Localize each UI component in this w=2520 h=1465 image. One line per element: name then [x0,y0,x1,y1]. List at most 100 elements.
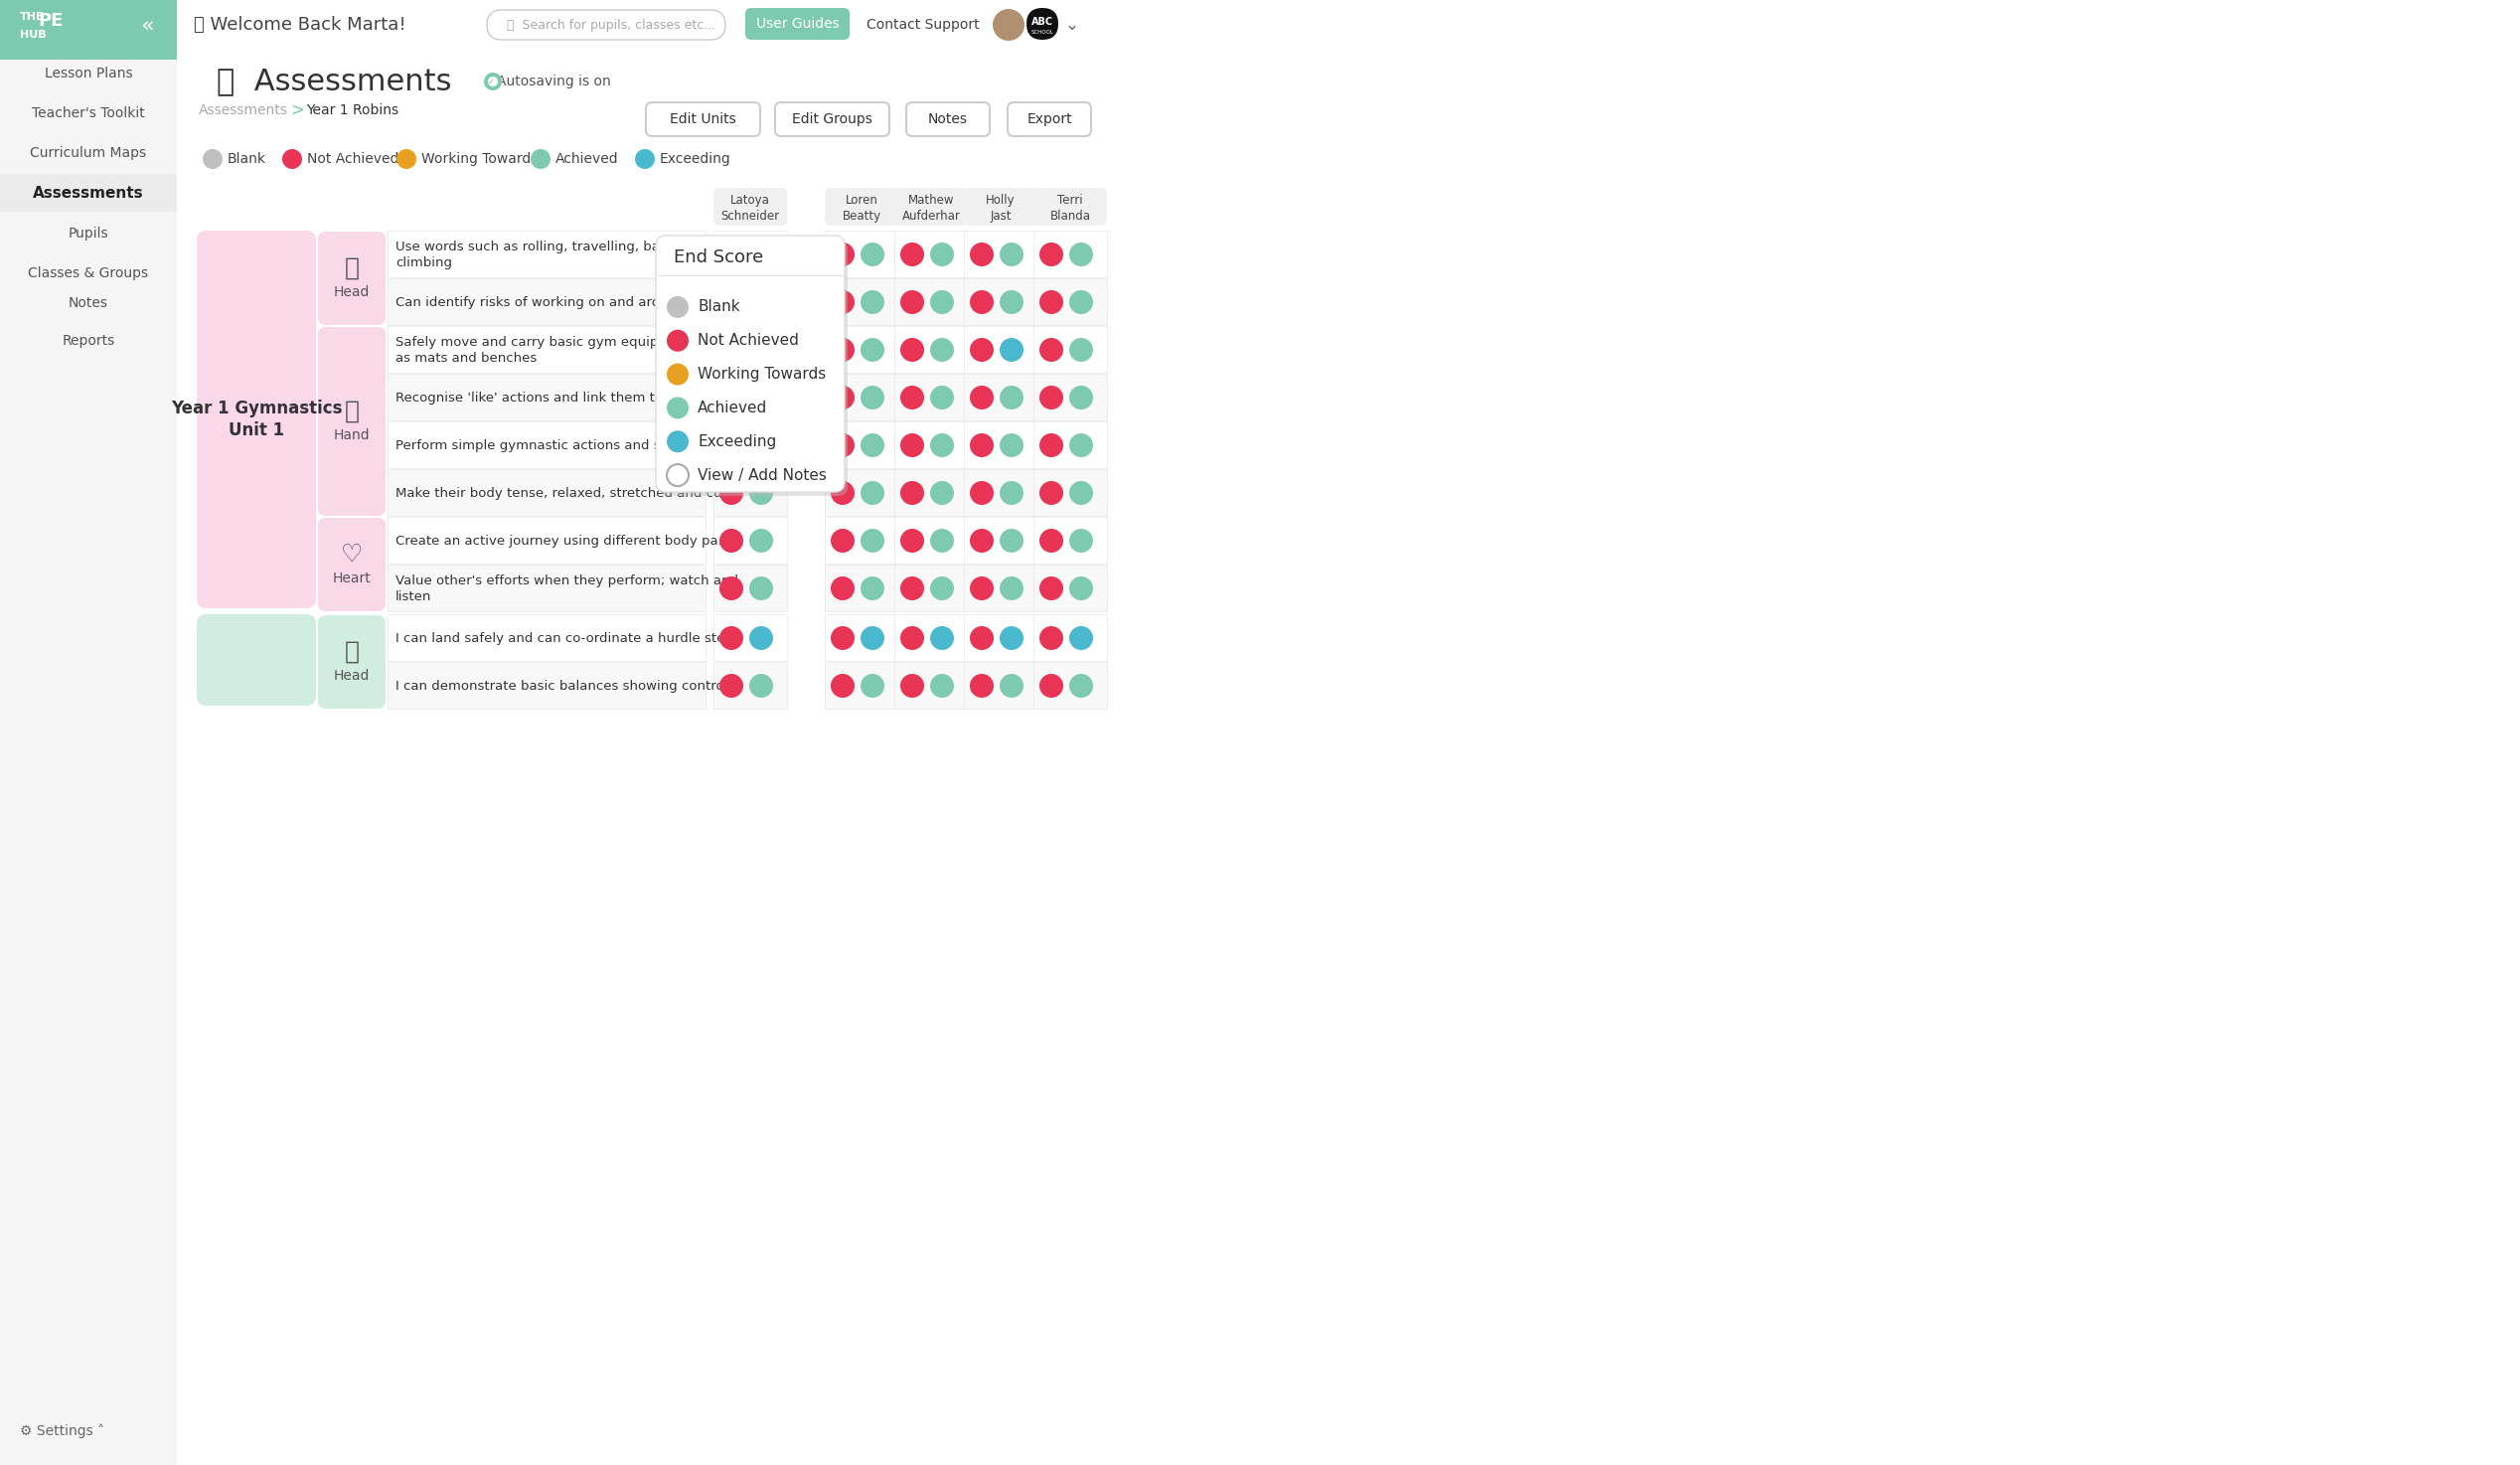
Bar [0,0,176,60]
Text: «: « [141,15,154,35]
Text: Notes: Notes [927,113,968,126]
Bar [1033,517,1106,564]
Circle shape [859,626,885,650]
Text: I can demonstrate basic balances showing control,: I can demonstrate basic balances showing… [396,680,731,693]
Circle shape [930,576,955,601]
Circle shape [970,385,993,410]
Circle shape [748,385,774,410]
Circle shape [484,73,501,91]
Text: Assessments: Assessments [33,186,144,201]
Circle shape [900,290,925,314]
Bar [1033,327,1106,372]
Bar [895,564,968,611]
Bar [824,564,897,611]
Text: Use words such as rolling, travelling, balancing,
climbing: Use words such as rolling, travelling, b… [396,240,713,270]
Bar [388,517,706,564]
Circle shape [859,674,885,697]
Text: Terri
Blanda: Terri Blanda [1051,193,1091,223]
Circle shape [970,626,993,650]
Text: Perform simple gymnastic actions and shapes: Perform simple gymnastic actions and sha… [396,440,701,451]
Text: Create an active journey using different body pa...: Create an active journey using different… [396,535,731,546]
Bar [713,278,786,325]
Circle shape [1038,290,1063,314]
Circle shape [282,149,302,168]
FancyBboxPatch shape [713,188,786,226]
Bar [388,230,706,277]
Text: Exceeding: Exceeding [698,434,776,448]
Bar [713,614,786,661]
Circle shape [832,434,854,457]
Circle shape [1000,674,1023,697]
Circle shape [748,674,774,697]
FancyBboxPatch shape [895,188,968,226]
Circle shape [970,674,993,697]
Circle shape [970,243,993,267]
Circle shape [900,626,925,650]
Circle shape [1038,529,1063,552]
Circle shape [718,674,743,697]
Circle shape [1038,576,1063,601]
FancyBboxPatch shape [1033,188,1106,226]
Text: Safely move and carry basic gym equipment such
as mats and benches: Safely move and carry basic gym equipmen… [396,335,728,365]
Circle shape [1068,290,1094,314]
Circle shape [859,481,885,505]
Text: Make their body tense, relaxed, stretched and cu...: Make their body tense, relaxed, stretche… [396,486,733,500]
Bar [963,517,1038,564]
Bar [963,230,1038,277]
Circle shape [900,529,925,552]
Circle shape [900,243,925,267]
Text: ABC: ABC [1031,18,1053,26]
Text: Achieved: Achieved [698,400,769,416]
Text: 👋 Welcome Back Marta!: 👋 Welcome Back Marta! [194,16,406,34]
Bar [713,374,786,420]
Circle shape [859,338,885,362]
Text: 📋  Assessments: 📋 Assessments [217,67,451,95]
Bar [713,327,786,372]
Circle shape [748,626,774,650]
Text: End Score: End Score [673,249,764,267]
Circle shape [1000,626,1023,650]
Circle shape [718,626,743,650]
Text: Working Towards: Working Towards [698,366,827,382]
Text: Holly
Jast: Holly Jast [985,193,1016,223]
Bar [1033,278,1106,325]
Text: Latoya
Schneider: Latoya Schneider [721,193,779,223]
Text: Edit Groups: Edit Groups [791,113,872,126]
FancyBboxPatch shape [486,10,726,40]
Circle shape [718,338,743,362]
Circle shape [900,481,925,505]
Bar [824,327,897,372]
Circle shape [859,385,885,410]
Circle shape [832,481,854,505]
Circle shape [832,338,854,362]
Circle shape [202,149,222,168]
FancyBboxPatch shape [318,517,386,611]
Circle shape [1038,338,1063,362]
Bar [824,469,897,516]
Circle shape [1000,576,1023,601]
Text: ♡: ♡ [340,542,363,567]
Text: Year 1 Robins: Year 1 Robins [305,104,398,117]
Text: Exceeding: Exceeding [660,152,731,166]
Circle shape [1000,290,1023,314]
Text: Autosaving is on: Autosaving is on [496,75,610,88]
Bar [963,374,1038,420]
Circle shape [930,290,955,314]
Bar [963,469,1038,516]
Circle shape [1000,434,1023,457]
Circle shape [1000,243,1023,267]
Text: Assessments: Assessments [199,104,287,117]
Bar [824,662,897,709]
Circle shape [1068,481,1094,505]
Bar [0,0,2520,50]
FancyBboxPatch shape [746,7,849,40]
FancyBboxPatch shape [1026,7,1058,40]
Text: Mathew
Aufderhar: Mathew Aufderhar [902,193,960,223]
Bar [895,278,968,325]
Circle shape [859,290,885,314]
Bar [963,327,1038,372]
Circle shape [970,481,993,505]
Bar [895,230,968,277]
Circle shape [1068,434,1094,457]
Bar [713,469,786,516]
